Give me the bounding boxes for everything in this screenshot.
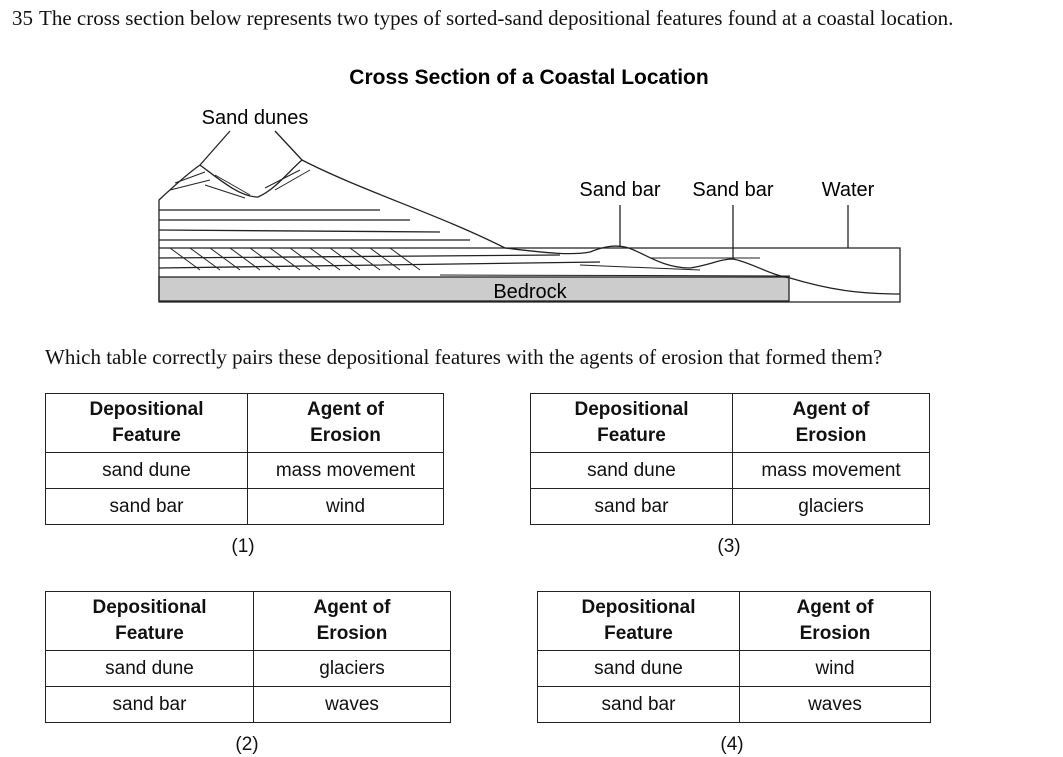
table-cell: waves [253, 686, 451, 723]
header-row: Depositional Feature Agent of Erosion [530, 393, 930, 453]
table-row: sand bar wind [45, 488, 444, 525]
question-text: The cross section below represents two t… [39, 6, 954, 30]
cross-section-diagram: Cross Section of a Coastal Location Sand… [158, 66, 901, 303]
table-cell: sand dune [537, 650, 740, 687]
table-cell: waves [739, 686, 931, 723]
table-row: sand bar waves [537, 686, 931, 723]
table-row: sand dune wind [537, 650, 931, 687]
diagram-lines [158, 130, 901, 303]
table-cell: mass movement [247, 452, 444, 489]
header-cell: Depositional Feature [530, 393, 733, 453]
header-cell: Agent of Erosion [739, 591, 931, 651]
header-text: Agent of Erosion [306, 399, 385, 446]
header-row: Depositional Feature Agent of Erosion [45, 393, 444, 453]
header-cell: Depositional Feature [537, 591, 740, 651]
header-cell: Agent of Erosion [247, 393, 444, 453]
option-table: Depositional Feature Agent of Erosion sand… [530, 393, 930, 525]
header-cell: Agent of Erosion [732, 393, 930, 453]
header-text: Depositional Feature [574, 399, 689, 446]
option-label: (2) [235, 734, 259, 755]
table-cell: wind [739, 650, 931, 687]
question-number: 35 [12, 6, 33, 30]
sand-bar-label: Sand bar [579, 179, 661, 201]
table-cell: sand dune [530, 452, 733, 489]
option-label: (1) [231, 536, 255, 557]
table-cell: sand bar [537, 686, 740, 723]
header-row: Depositional Feature Agent of Erosion [537, 591, 931, 651]
table-cell: sand bar [45, 686, 254, 723]
header-cell: Depositional Feature [45, 393, 248, 453]
table-row: sand dune glaciers [45, 650, 451, 687]
header-row: Depositional Feature Agent of Erosion [45, 591, 451, 651]
table-cell: glaciers [732, 488, 930, 525]
header-text: Depositional Feature [89, 399, 204, 446]
table-row: sand bar glaciers [530, 488, 930, 525]
sand-bar-label: Sand bar [692, 179, 774, 201]
table-cell: sand bar [530, 488, 733, 525]
option-table: Depositional Feature Agent of Erosion sand… [537, 591, 931, 723]
dunes-label: Sand dunes [202, 107, 309, 129]
header-cell: Agent of Erosion [253, 591, 451, 651]
option-table: Depositional Feature Agent of Erosion sand… [45, 591, 451, 723]
table-row: sand bar waves [45, 686, 451, 723]
option-label: (4) [720, 734, 744, 755]
table-cell: sand bar [45, 488, 248, 525]
prompt: Which table correctly pairs these deposi… [45, 345, 883, 369]
bedrock-label: Bedrock [493, 281, 567, 303]
table-row: sand dune mass movement [45, 452, 444, 489]
water-label: Water [822, 179, 875, 201]
header-text: Agent of Erosion [313, 597, 391, 644]
table-cell: mass movement [732, 452, 930, 489]
header-text: Depositional Feature [581, 597, 696, 644]
header-text: Agent of Erosion [792, 399, 870, 446]
table-cell: sand dune [45, 452, 248, 489]
option-label: (3) [717, 536, 741, 557]
header-text: Agent of Erosion [796, 597, 874, 644]
table-cell: glaciers [253, 650, 451, 687]
question: 35 The cross section below represents two… [12, 6, 953, 31]
header-cell: Depositional Feature [45, 591, 254, 651]
table-cell: sand dune [45, 650, 254, 687]
table-row: sand dune mass movement [530, 452, 930, 489]
diagram-title: Cross Section of a Coastal Location [349, 66, 708, 89]
option-table: Depositional Feature Agent of Erosion sand… [45, 393, 444, 525]
header-text: Depositional Feature [92, 597, 207, 644]
table-cell: wind [247, 488, 444, 525]
